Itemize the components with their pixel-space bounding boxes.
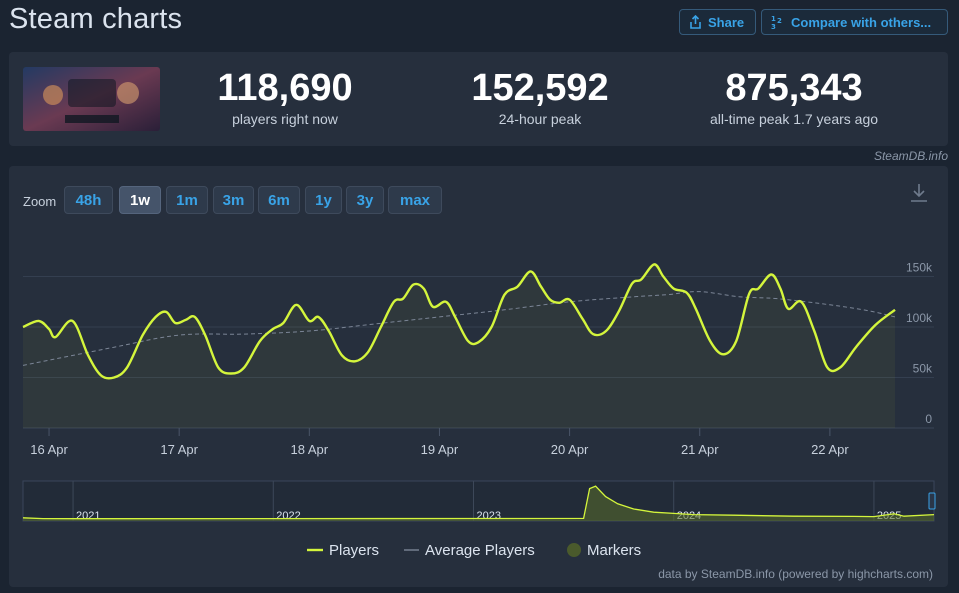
stats-panel: 118,690 players right now 152,592 24-hou… [9, 52, 948, 146]
share-icon [689, 15, 702, 29]
svg-text:1: 1 [771, 15, 776, 23]
stat-current-players: 118,690 players right now [165, 66, 405, 127]
y-tick-label: 100k [906, 311, 933, 325]
x-tick-label: 20 Apr [551, 442, 589, 457]
steamdb-credit[interactable]: SteamDB.info [873, 149, 948, 163]
chart-panel: 0 50k 100k 150k 16 Apr 17 Apr 18 Apr 19 Apr 20 A… [9, 166, 948, 587]
players-line [22, 263, 896, 380]
share-label: Share [708, 14, 745, 30]
x-tick-label: 19 Apr [421, 442, 459, 457]
y-tick-label: 50k [913, 362, 933, 376]
x-tick-label: 17 Apr [160, 442, 198, 457]
zoom-label: Zoom [23, 194, 57, 209]
stat-24h-peak: 152,592 24-hour peak [420, 66, 660, 127]
navigator-area [23, 486, 934, 521]
alltime-peak-label: all-time peak 1.7 years ago [709, 111, 879, 127]
zoom-3m-button[interactable]: 3m [213, 186, 254, 214]
navigator-handle [928, 492, 936, 510]
svg-text:3: 3 [771, 23, 776, 29]
zoom-1m-button[interactable]: 1m [166, 186, 208, 214]
x-tick-label: 22 Apr [811, 442, 849, 457]
footer-credit[interactable]: data by SteamDB.info (powered by highcha… [658, 567, 933, 581]
average-players-line [22, 291, 896, 366]
alltime-peak-value: 875,343 [725, 67, 863, 109]
legend-players-label: Players [329, 542, 379, 559]
current-players-label: players right now [232, 111, 338, 127]
zoom-1w-button[interactable]: 1w [119, 186, 161, 214]
navigator-frame [22, 480, 935, 522]
zoom-max-button[interactable]: max [388, 186, 442, 214]
navigator-line [22, 485, 935, 520]
page-title: Steam charts [9, 3, 183, 35]
compare-label: Compare with others... [791, 14, 932, 30]
legend-markers-label: Markers [587, 542, 641, 559]
y-tick-label: 0 [925, 412, 932, 426]
zoom-48h-button[interactable]: 48h [64, 186, 113, 214]
y-tick-label: 150k [906, 261, 933, 275]
x-tick-label: 18 Apr [291, 442, 329, 457]
legend-markers-swatch [567, 543, 581, 557]
current-players-value: 118,690 [217, 67, 353, 109]
player-chart: 0 50k 100k 150k 16 Apr 17 Apr 18 Apr 19 Apr 20 A… [22, 261, 936, 559]
stat-alltime-peak: 875,343 all-time peak 1.7 years ago [674, 66, 914, 127]
peak-24h-label: 24-hour peak [498, 111, 582, 127]
zoom-1y-button[interactable]: 1y [305, 186, 342, 214]
zoom-6m-button[interactable]: 6m [258, 186, 300, 214]
peak-24h-value: 152,592 [471, 67, 609, 109]
zoom-3y-button[interactable]: 3y [346, 186, 384, 214]
players-area [23, 264, 895, 428]
game-thumbnail[interactable] [23, 67, 160, 131]
download-icon[interactable] [910, 183, 928, 208]
legend-average-label: Average Players [425, 542, 535, 559]
x-tick-label: 16 Apr [30, 442, 68, 457]
svg-text:2: 2 [777, 17, 782, 25]
share-button[interactable]: Share [679, 9, 756, 35]
x-tick-label: 21 Apr [681, 442, 719, 457]
